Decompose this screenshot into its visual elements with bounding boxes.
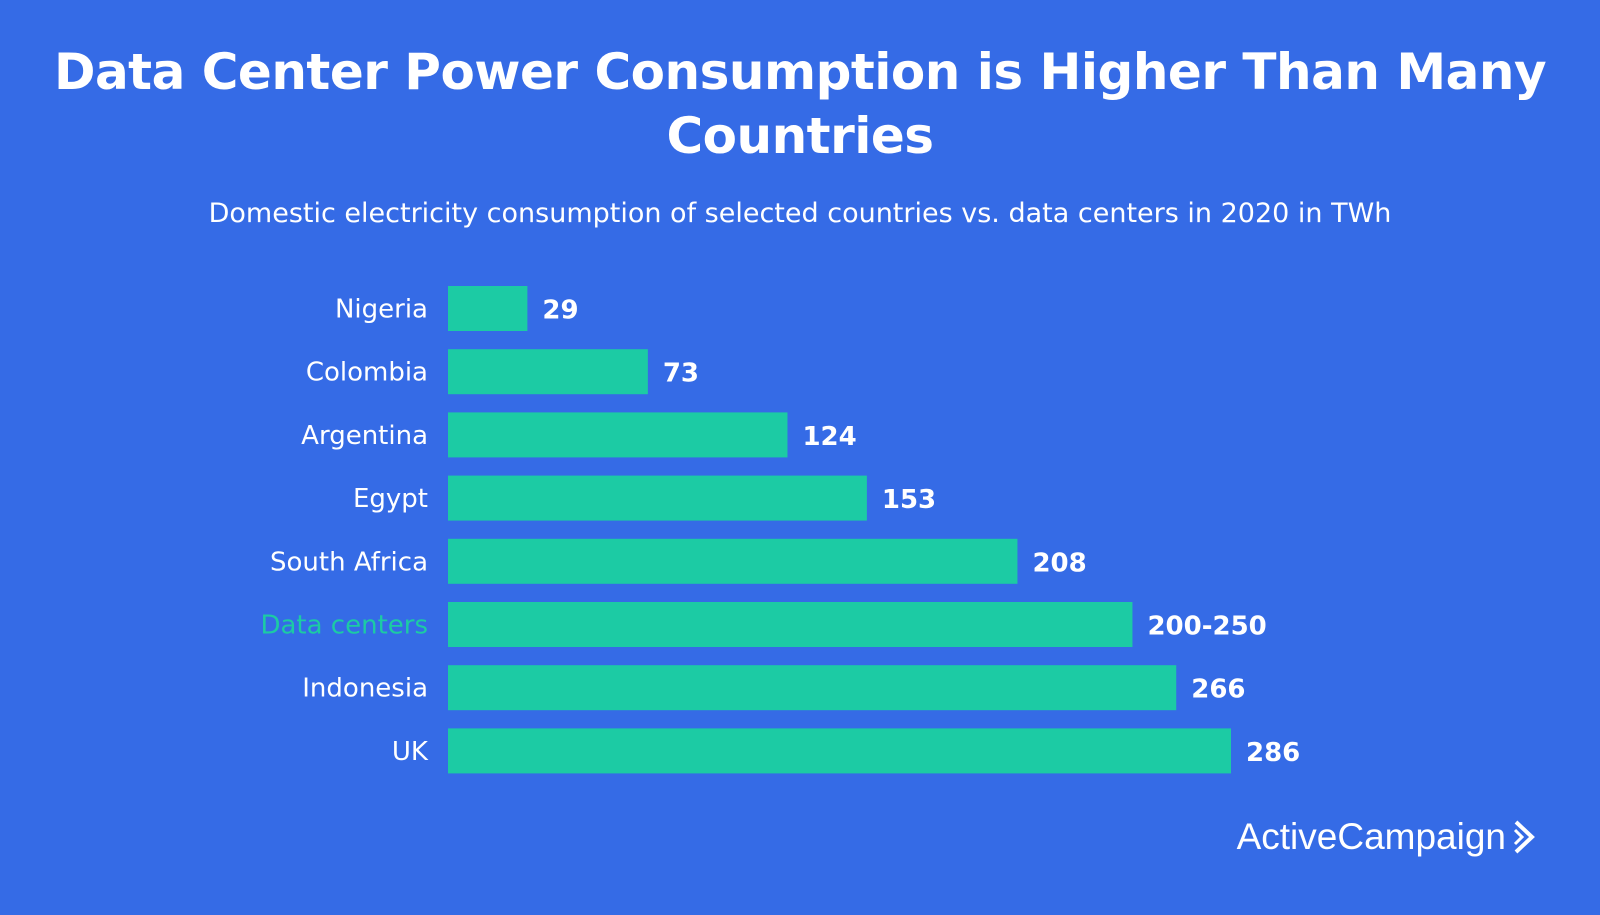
value-label: 266 xyxy=(1191,675,1245,705)
bar xyxy=(448,665,1177,711)
category-label: Argentina xyxy=(301,421,428,451)
bar xyxy=(448,412,788,458)
value-label: 73 xyxy=(663,359,699,389)
bar xyxy=(448,349,648,395)
bar xyxy=(448,538,1018,584)
value-label: 29 xyxy=(542,296,578,326)
value-label: 200-250 xyxy=(1147,612,1266,642)
value-label: 153 xyxy=(882,485,936,515)
category-label: Egypt xyxy=(353,484,428,514)
chart-subtitle: Domestic electricity consumption of sele… xyxy=(208,198,1392,229)
category-label: Nigeria xyxy=(335,295,428,325)
category-label: UK xyxy=(392,737,429,767)
value-label: 286 xyxy=(1246,738,1300,768)
value-label: 124 xyxy=(802,422,856,452)
bar xyxy=(448,286,528,331)
chevron-right-icon xyxy=(1513,820,1535,854)
value-label: 208 xyxy=(1032,548,1086,578)
bar xyxy=(448,602,1133,647)
category-label: South Africa xyxy=(270,547,428,577)
logo-text: ActiveCampaign xyxy=(1236,816,1506,857)
chart-title: Data Center Power Consumption is Higher … xyxy=(53,43,1547,165)
brand-logo: ActiveCampaign xyxy=(1237,816,1538,858)
bar xyxy=(448,728,1231,774)
bar xyxy=(448,475,867,521)
category-label: Data centers xyxy=(260,611,428,641)
category-label: Indonesia xyxy=(302,674,428,704)
category-label: Colombia xyxy=(306,358,428,388)
